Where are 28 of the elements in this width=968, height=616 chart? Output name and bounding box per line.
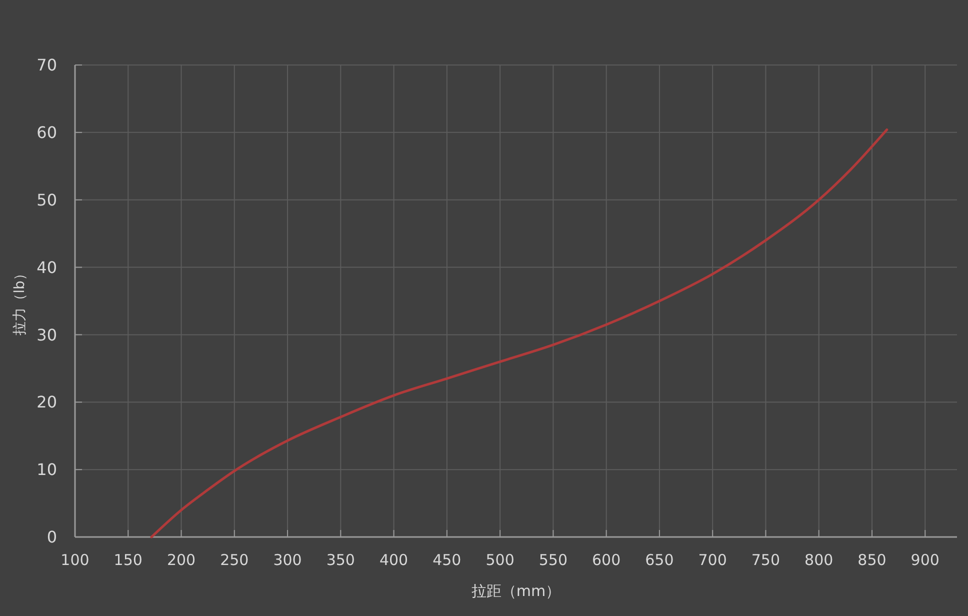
x-tick-label: 600 — [592, 551, 621, 569]
x-tick-label: 450 — [432, 551, 462, 569]
x-tick-label: 850 — [858, 551, 886, 569]
x-tick-label: 100 — [60, 551, 90, 569]
x-tick-label: 150 — [114, 551, 142, 569]
x-tick-label: 550 — [538, 551, 568, 569]
x-tick-label: 800 — [804, 551, 834, 569]
y-tick-label: 50 — [36, 190, 57, 210]
x-axis-title: 拉距（mm） — [471, 582, 561, 600]
x-tick-label: 250 — [220, 551, 249, 569]
x-tick-label: 700 — [698, 551, 727, 569]
x-tick-label: 300 — [273, 551, 302, 569]
x-tick-label: 750 — [751, 551, 780, 569]
y-axis-title: 拉力（lb） — [12, 266, 28, 336]
y-tick-label: 60 — [36, 123, 57, 142]
y-tick-label: 20 — [36, 392, 57, 412]
x-tick-label: 350 — [326, 551, 355, 569]
x-tick-label: 900 — [910, 551, 940, 569]
x-tick-label: 400 — [379, 551, 408, 569]
y-tick-label: 40 — [36, 258, 57, 277]
y-tick-label: 10 — [36, 460, 57, 480]
y-tick-label: 70 — [36, 56, 57, 75]
line-series — [150, 128, 888, 538]
x-tick-label: 650 — [645, 551, 674, 569]
x-tick-label: 500 — [486, 551, 514, 569]
y-tick-label: 0 — [46, 528, 57, 547]
y-tick-label: 30 — [36, 325, 57, 344]
x-tick-label: 200 — [166, 551, 196, 569]
